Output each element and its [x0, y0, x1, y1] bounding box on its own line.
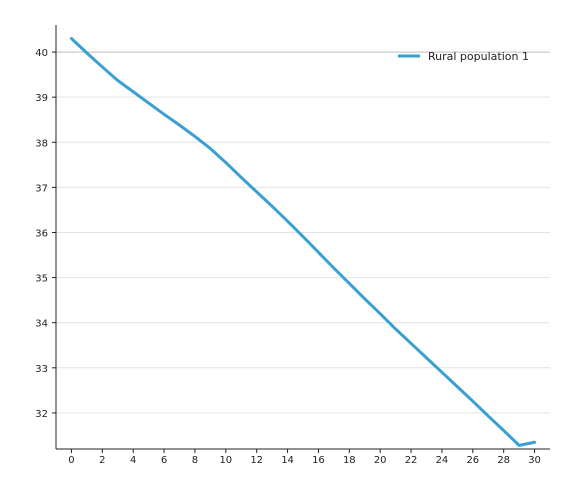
series-group [69, 37, 537, 447]
x-tick-label: 2 [99, 455, 105, 466]
y-tick-label: 40 [35, 48, 48, 59]
x-tick-label: 0 [68, 455, 74, 466]
y-tick-label: 39 [35, 93, 48, 104]
x-tick-label: 24 [436, 455, 449, 466]
x-tick-label: 12 [250, 455, 263, 466]
y-tick-label: 37 [35, 183, 48, 194]
x-tick-label: 8 [192, 455, 198, 466]
y-tick-label: 38 [35, 138, 48, 149]
y-tick-label: 32 [35, 409, 48, 420]
x-tick-label: 6 [161, 455, 167, 466]
x-tick-label: 30 [528, 455, 541, 466]
y-tick-label: 34 [35, 319, 48, 330]
x-tick-label: 22 [405, 455, 418, 466]
x-tick-label: 26 [466, 455, 479, 466]
y-tick-label: 33 [35, 364, 48, 375]
axes [55, 25, 550, 450]
x-tick-label: 10 [219, 455, 232, 466]
y-tick-label: 35 [35, 274, 48, 285]
x-axis-ticks: 0 2 4 6 8 10 12 14 16 18 20 22 24 26 28 30 [68, 449, 541, 466]
y-axis-ticks: 32 33 34 35 36 37 38 39 40 [35, 48, 56, 420]
legend: Rural population 1 [398, 50, 529, 63]
x-tick-label: 14 [281, 455, 294, 466]
y-tick-label: 36 [35, 228, 48, 239]
x-tick-label: 18 [343, 455, 356, 466]
x-tick-label: 28 [497, 455, 510, 466]
x-tick-label: 4 [130, 455, 136, 466]
legend-label: Rural population 1 [428, 50, 529, 63]
x-tick-label: 16 [312, 455, 325, 466]
series-line [69, 37, 537, 447]
x-tick-label: 20 [374, 455, 387, 466]
gridlines [56, 51, 550, 414]
